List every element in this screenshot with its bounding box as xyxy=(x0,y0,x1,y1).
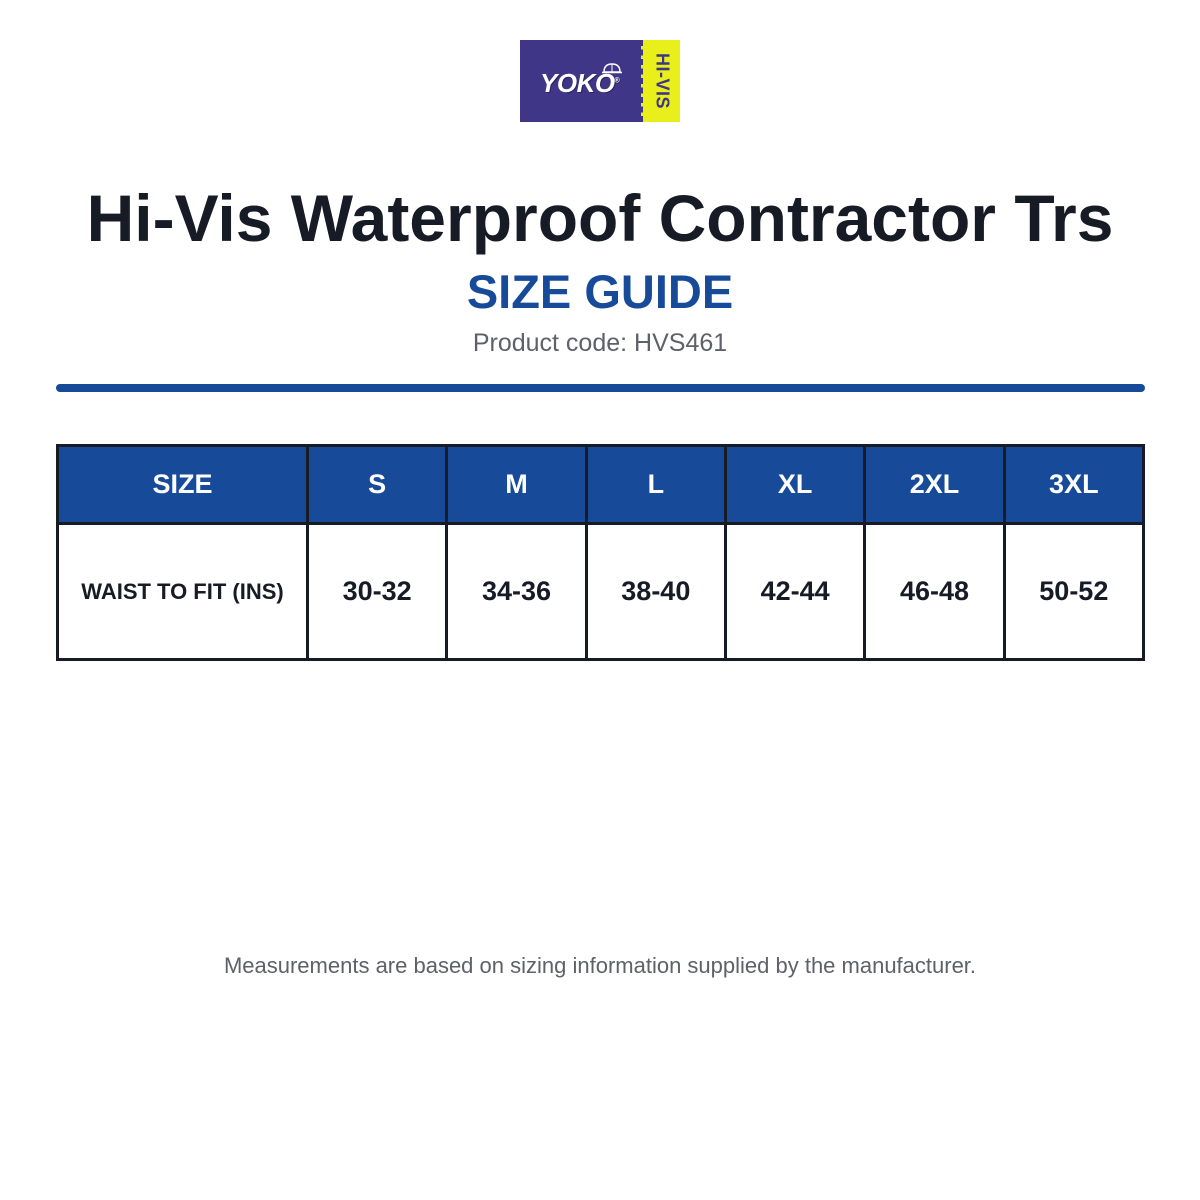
size-header-cell: L xyxy=(584,444,727,525)
size-header-cell: XL xyxy=(723,444,867,525)
logo-side-text: HI-VIS xyxy=(652,52,672,110)
product-code: Product code: HVS461 xyxy=(472,329,728,357)
size-header-cell: 3XL xyxy=(1002,444,1146,525)
brand-logo: YOKO® HI-VIS xyxy=(520,40,680,122)
hard-hat-icon xyxy=(602,63,622,74)
section-divider xyxy=(56,384,1145,392)
page-subtitle: SIZE GUIDE xyxy=(466,265,734,318)
logo-side-panel: HI-VIS xyxy=(641,40,680,122)
measurement-cell: 50-52 xyxy=(1002,522,1146,661)
measurement-cell: 30-32 xyxy=(305,522,449,661)
measurement-cell: 46-48 xyxy=(863,522,1006,661)
size-header-cell: S xyxy=(305,444,449,525)
size-header-row: SIZE S M L XL 2XL 3XL xyxy=(56,444,1146,525)
measurement-cell: 34-36 xyxy=(445,522,588,661)
row-label: WAIST TO FIT (INS) xyxy=(56,522,309,661)
measurement-cell: 42-44 xyxy=(723,522,867,661)
size-header-cell: M xyxy=(445,444,588,525)
table-row: WAIST TO FIT (INS) 30-32 34-36 38-40 42-… xyxy=(56,522,1146,661)
size-header-cell: 2XL xyxy=(863,444,1006,525)
footnote: Measurements are based on sizing informa… xyxy=(223,953,977,978)
logo-main-panel: YOKO® xyxy=(520,40,641,122)
measurement-cell: 38-40 xyxy=(584,522,727,661)
size-table: SIZE S M L XL 2XL 3XL WAIST TO FIT (INS)… xyxy=(56,444,1146,661)
size-header-label: SIZE xyxy=(56,444,309,525)
page-title: Hi-Vis Waterproof Contractor Trs xyxy=(86,181,1114,255)
